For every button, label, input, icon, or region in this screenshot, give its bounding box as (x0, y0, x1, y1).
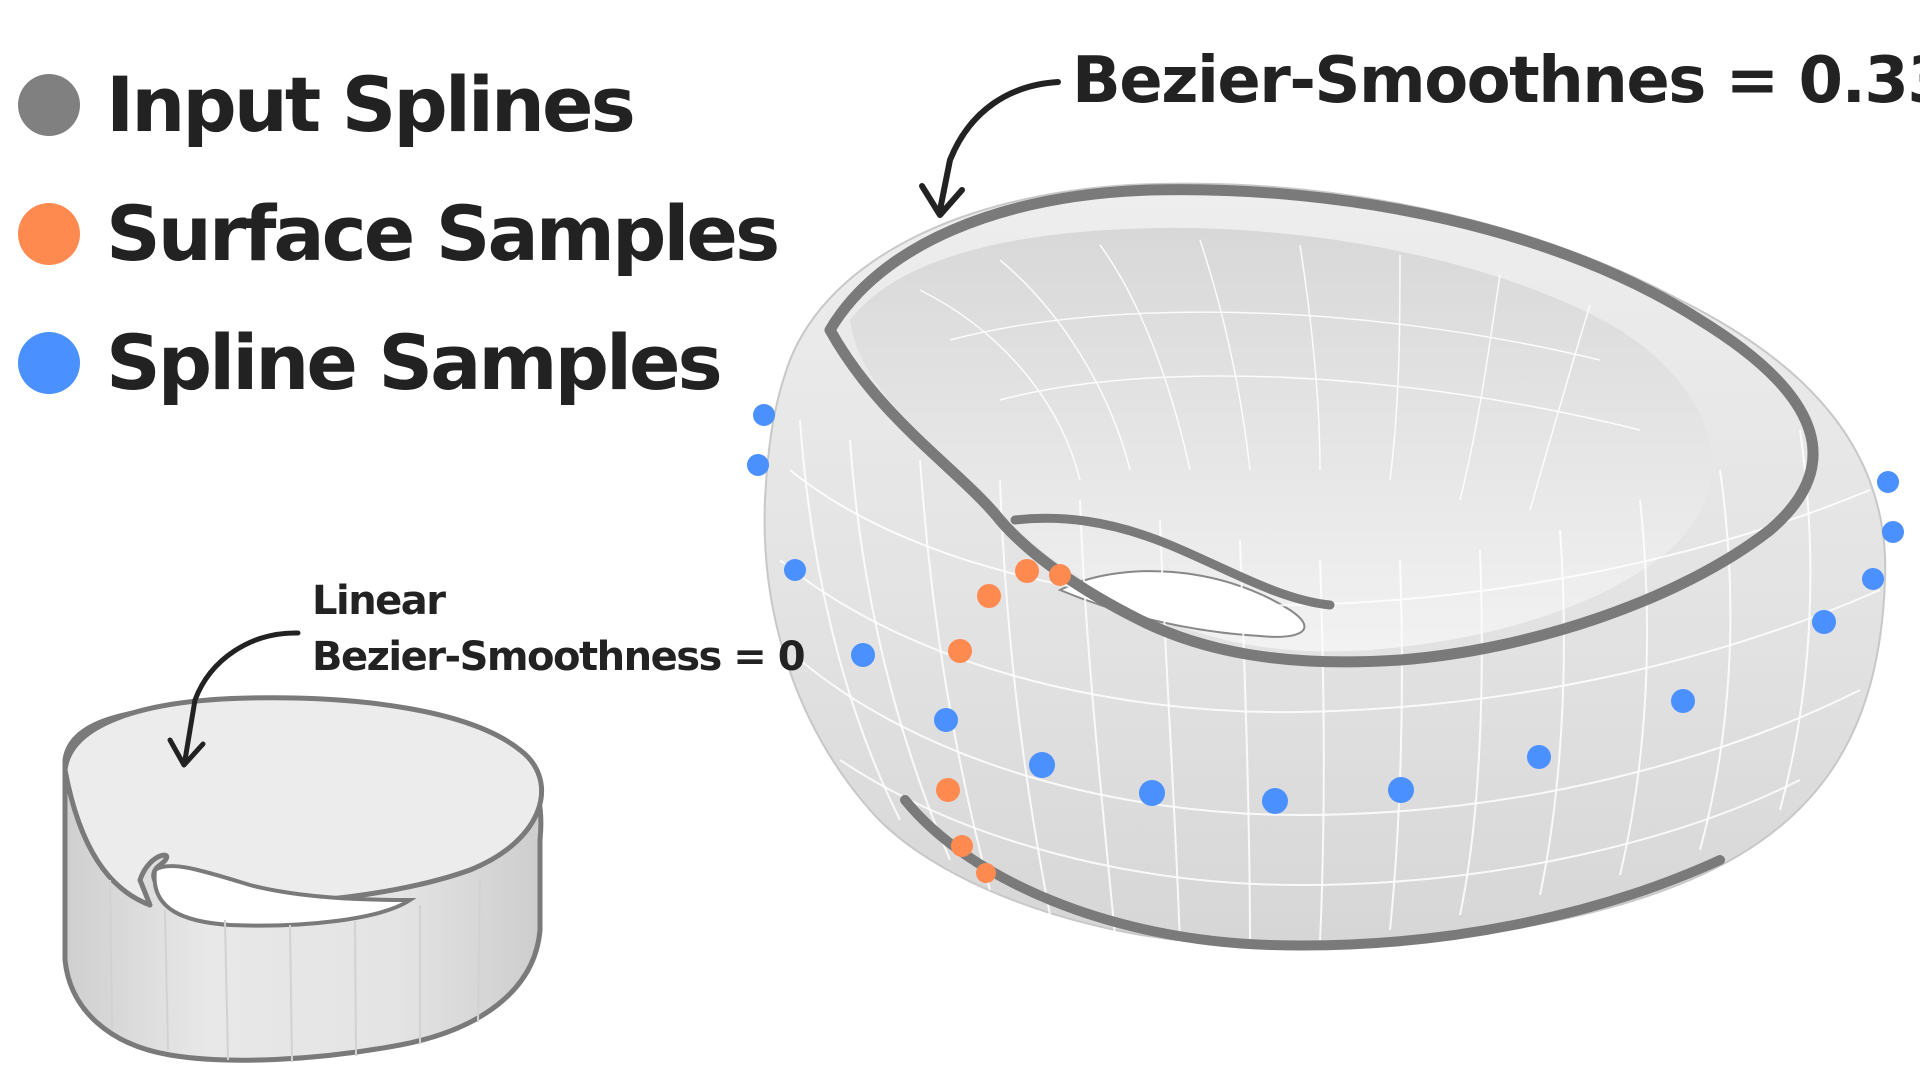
small-arrow-head (167, 737, 206, 768)
orange-dot-icon (18, 202, 80, 265)
spline-sample (1671, 689, 1695, 713)
smoothness-annotation-large: Bezier-Smoothnes = 0.33 (1072, 44, 1920, 118)
legend-label: Input Splines (106, 60, 636, 149)
legend-item-input-splines: Input Splines (18, 40, 777, 169)
inner-input-spline (1010, 513, 1335, 610)
legend-label: Surface Samples (106, 189, 780, 278)
spline-sample (1877, 471, 1899, 493)
linear-annotation: Linear (312, 578, 446, 624)
surface-sample-points (936, 559, 1071, 883)
surface-sample (976, 863, 996, 883)
torus-inner-bowl (850, 227, 1712, 652)
legend-label: Spline Samples (106, 318, 723, 407)
blue-dot-icon (18, 331, 80, 394)
spline-sample (1139, 780, 1165, 806)
curved-arrow (937, 79, 1061, 213)
spline-sample (1388, 777, 1414, 803)
small-curved-arrow (182, 630, 301, 763)
smoothness-annotation-small: Bezier-Smoothness = 0 (312, 634, 806, 680)
band-hole (152, 863, 417, 928)
surface-sample (1015, 559, 1039, 583)
surface-sample (936, 778, 960, 802)
spline-sample (1029, 752, 1055, 778)
band-facet-lines (109, 879, 481, 1063)
spline-sample (1882, 521, 1904, 543)
linear-band-shape (62, 695, 545, 1063)
spline-sample (1262, 788, 1288, 814)
torus-inner-mesh (919, 239, 1641, 511)
spline-sample (784, 559, 806, 581)
surface-sample (977, 584, 1001, 608)
legend-item-surface-samples: Surface Samples (18, 169, 780, 298)
spline-sample (1527, 745, 1551, 769)
gray-dot-icon (18, 73, 80, 136)
spline-sample (1862, 568, 1884, 590)
surface-sample (948, 639, 972, 663)
band-top-surface (62, 695, 545, 908)
legend: Input Splines Surface Samples Spline Sam… (18, 40, 780, 427)
legend-item-spline-samples: Spline Samples (18, 298, 777, 427)
torus-mesh-rings (779, 469, 1881, 887)
smooth-torus-shape (747, 182, 1904, 951)
spline-sample (1812, 610, 1836, 634)
arrow-head (919, 183, 965, 218)
spline-sample (851, 643, 875, 667)
surface-sample (951, 835, 973, 857)
spline-sample-points (747, 404, 1904, 814)
top-input-spline (824, 184, 1819, 668)
spline-sample (753, 404, 775, 426)
spline-sample (747, 454, 769, 476)
spline-sample (934, 708, 958, 732)
surface-sample (1049, 564, 1071, 586)
